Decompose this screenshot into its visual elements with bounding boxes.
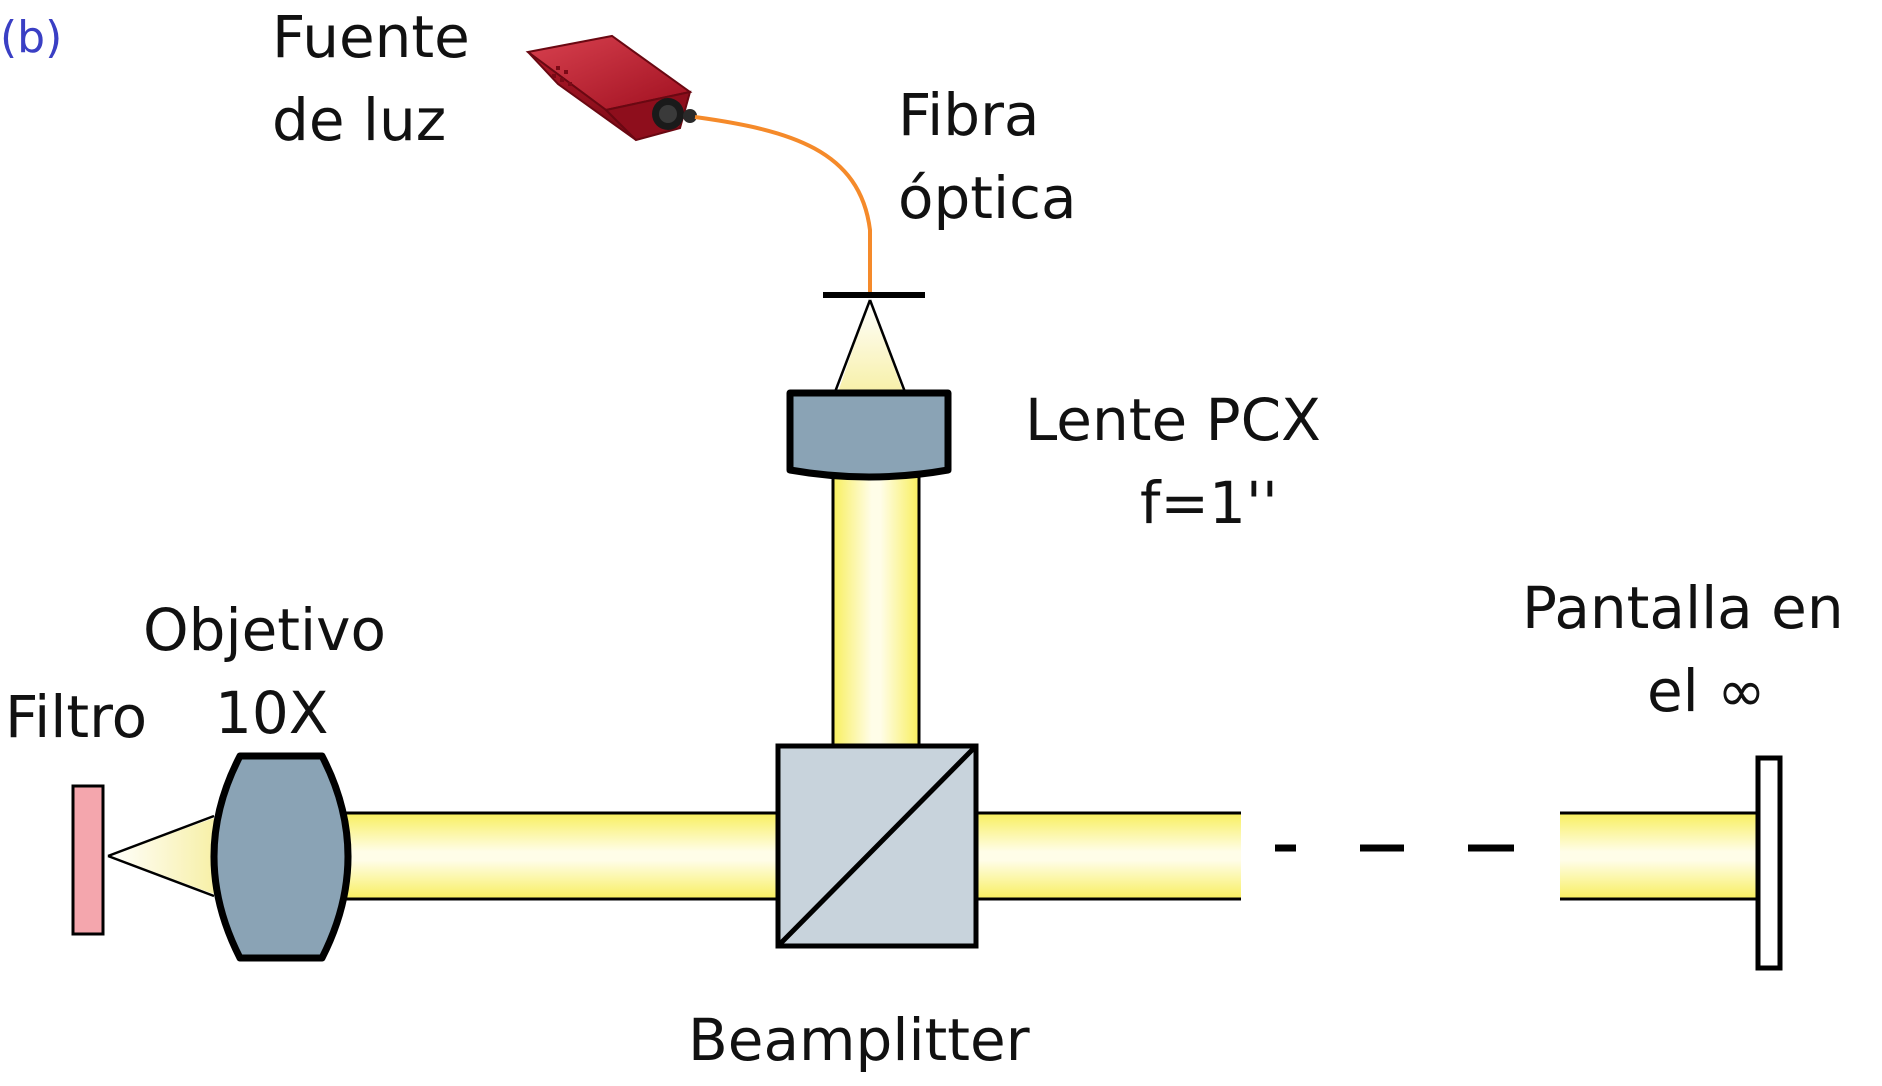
light-source-label-line1: Fuente	[272, 3, 470, 71]
optical-fiber-label-line2: óptica	[898, 164, 1077, 232]
optical-fiber	[694, 115, 872, 295]
light-source-box-icon	[525, 34, 697, 142]
pcx-lens	[786, 389, 952, 481]
lens-label-line1: Lente PCX	[1025, 386, 1321, 454]
screen-label-line1: Pantalla en	[1522, 574, 1844, 642]
screen-at-infinity	[1755, 755, 1783, 971]
screen-label-line2: el ∞	[1647, 657, 1766, 725]
far-beam	[1560, 813, 1756, 899]
divergent-cone	[838, 300, 903, 392]
right-beam	[977, 813, 1241, 899]
panel-label: (b)	[0, 12, 62, 63]
vertical-beam	[833, 470, 919, 746]
beamsplitter-cube	[775, 743, 979, 949]
objective-lens	[210, 752, 352, 962]
filter-label: Filtro	[5, 683, 147, 751]
objective-label-line1: Objetivo	[143, 596, 386, 664]
light-source-label-line2: de luz	[272, 86, 446, 154]
focusing-cone	[108, 818, 214, 894]
optical-fiber-label-line1: Fibra	[898, 81, 1039, 149]
filter	[71, 784, 105, 936]
objective-label-line2: 10X	[215, 679, 329, 747]
left-beam	[345, 813, 777, 899]
beamsplitter-label: Beamplitter	[688, 1006, 1030, 1074]
lens-label-line2: f=1''	[1140, 469, 1278, 537]
